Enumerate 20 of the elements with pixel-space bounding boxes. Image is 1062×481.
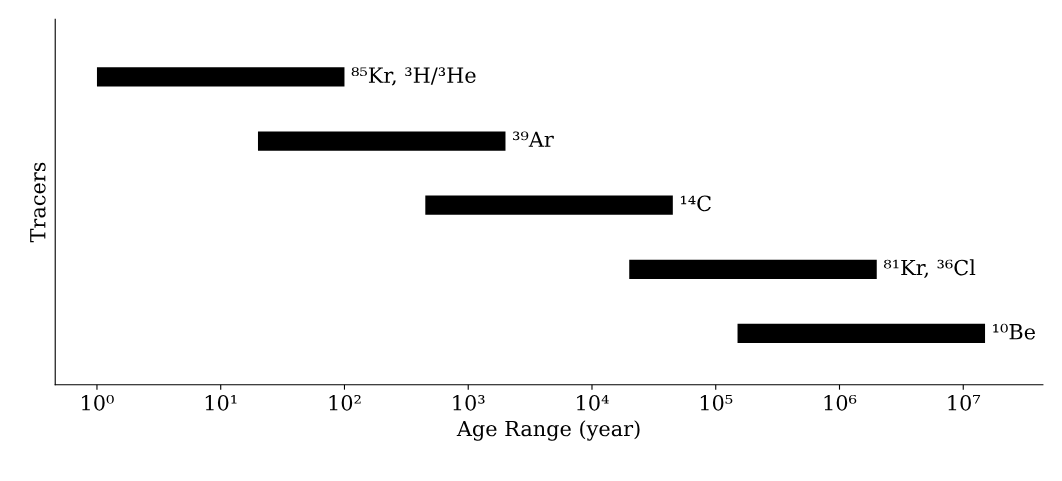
x-axis-title: Age Range (year) [456,420,640,441]
x-tick-label: 10⁷ [948,394,981,411]
x-tick-label: 10⁰ [82,394,114,411]
y-tick-label: ¹⁴C [680,195,711,212]
y-axis-title: Tracers [30,162,46,243]
bar [257,131,506,151]
y-tick-label: ¹⁰Be [993,323,1035,340]
bar [425,195,673,215]
y-tick-label: ⁸⁵Kr, ³H/³He [351,67,476,86]
x-tick-label: 10⁵ [700,394,733,411]
x-tick-label: 10⁶ [824,394,857,411]
bar [737,323,986,344]
y-tick-label: ³⁹Ar [513,131,554,147]
y-tick-label: ⁸¹Kr, ³⁶Cl [883,259,976,278]
x-tick-label: 10³ [453,394,485,411]
x-tick-label: 10⁴ [577,394,609,411]
x-tick-label: 10² [329,394,361,411]
bar [96,67,345,87]
x-tick-label: 10¹ [205,394,237,411]
bar [629,259,877,279]
